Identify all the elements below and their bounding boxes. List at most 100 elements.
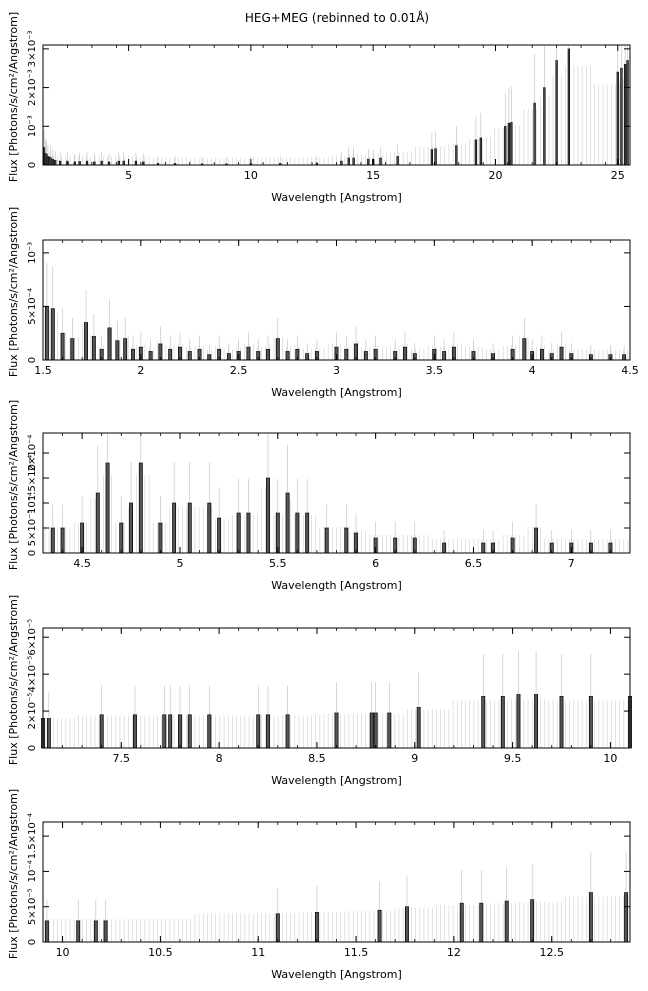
- flux-bar: [107, 327, 112, 361]
- x-tick-label: 4: [529, 364, 536, 377]
- flux-bar: [396, 156, 399, 166]
- flux-bar: [334, 712, 339, 749]
- flux-bar: [217, 517, 222, 554]
- x-tick-label: 9: [411, 752, 418, 765]
- flux-bar: [504, 125, 507, 166]
- y-tick-label: 1.5×10⁻⁴: [27, 455, 38, 501]
- y-tick-label: 10⁻³: [27, 115, 38, 137]
- y-axis-label: Flux [Photons/s/cm²/Angstrom]: [7, 400, 20, 570]
- flux-bar: [246, 512, 251, 554]
- flux-bar: [588, 892, 593, 943]
- y-axis-label: Flux [Photons/s/cm²/Angstrom]: [7, 595, 20, 765]
- flux-bar: [119, 522, 124, 554]
- chart-panel-3: 4.5 5 5.5 6 6.5 7 0 5×10⁻⁵10⁻⁴1.5×10⁻⁴2×10⁻⁴ Wav…: [7, 400, 631, 592]
- flux-bar: [207, 354, 212, 361]
- flux-bar: [504, 900, 509, 943]
- flux-bar: [430, 149, 434, 166]
- flux-bar: [285, 492, 290, 554]
- flux-bar: [93, 920, 98, 943]
- y-tick-label: 0: [27, 745, 38, 751]
- plot-frame: [42, 44, 631, 166]
- flux-bar: [539, 348, 544, 361]
- flux-bar: [70, 338, 75, 361]
- flux-bar: [367, 158, 370, 166]
- y-tick-label: 2×10⁻³: [27, 69, 38, 106]
- flux-bar: [543, 87, 546, 166]
- flux-bar: [60, 332, 65, 361]
- flux-bar: [455, 145, 458, 166]
- chart-panel-1: 5 10 15 20 25 0 10⁻³ 2×10⁻³ 3×10⁻³ Wavelength [An…: [7, 12, 631, 204]
- y-tick-label: 6×10⁻⁵: [27, 619, 38, 656]
- flux-bar: [305, 353, 310, 361]
- flux-bar: [344, 348, 349, 361]
- flux-bar: [363, 351, 368, 361]
- flux-bar: [479, 137, 482, 166]
- flux-bar: [60, 527, 65, 554]
- flux-bar: [103, 920, 108, 943]
- y-tick-label: 3×10⁻³: [27, 30, 38, 67]
- x-tick-label: 10.5: [148, 946, 173, 959]
- flux-bar: [187, 351, 192, 361]
- flux-bar: [131, 348, 135, 361]
- figure-title: HEG+MEG (rebinned to 0.01Å): [245, 10, 429, 25]
- flux-bar: [459, 902, 464, 943]
- flux-bar: [404, 906, 409, 943]
- y-tick-label: 10⁻⁴: [27, 492, 38, 514]
- x-tick-label: 4.5: [621, 364, 639, 377]
- flux-bar: [117, 160, 120, 166]
- error-bars: [44, 896, 629, 942]
- flux-bar: [178, 714, 182, 749]
- flux-bar: [324, 527, 329, 554]
- flux-bar: [123, 338, 128, 361]
- flux-bar: [115, 340, 120, 361]
- flux-bar: [266, 714, 270, 749]
- flux-bar: [105, 462, 110, 554]
- flux-bar: [46, 718, 51, 749]
- x-tick-label: 8.5: [308, 752, 326, 765]
- flux-bar: [78, 161, 81, 166]
- y-tick-label: 5×10⁻⁵: [27, 888, 38, 925]
- flux-bar: [138, 462, 143, 554]
- flux-bar: [481, 542, 486, 554]
- flux-bar: [305, 512, 310, 554]
- y-tick-label: 0: [27, 357, 38, 363]
- x-tick-label: 11: [251, 946, 265, 959]
- flux-bar: [207, 714, 212, 749]
- flux-bar: [46, 156, 50, 166]
- flux-bar: [442, 542, 447, 554]
- flux-bar: [76, 920, 81, 943]
- x-tick-label: 8: [216, 752, 223, 765]
- flux-bar: [226, 353, 231, 361]
- flux-bar: [51, 158, 54, 166]
- flux-bar: [100, 160, 103, 166]
- flux-bar: [474, 139, 478, 166]
- x-axis-label: Wavelength [Angstrom]: [271, 579, 402, 592]
- flux-bar: [626, 60, 629, 166]
- x-tick-label: 12: [447, 946, 461, 959]
- x-axis-label: Wavelength [Angstrom]: [271, 386, 402, 399]
- flux-bar: [567, 48, 571, 166]
- flux-bar: [44, 306, 49, 361]
- x-tick-label: 25: [611, 169, 625, 182]
- flux-bar: [377, 909, 382, 943]
- y-tick-label: 2×10⁻⁴: [27, 435, 38, 472]
- flux-bar: [162, 714, 167, 749]
- flux-bar: [275, 338, 280, 361]
- flux-bar: [434, 148, 437, 166]
- flux-bar: [44, 920, 49, 943]
- flux-bar: [559, 695, 564, 749]
- flux-bar: [559, 346, 564, 361]
- y-axis-label: Flux [Photons/s/cm²/Angstrom]: [7, 789, 20, 959]
- flux-bar: [129, 502, 133, 554]
- chart-panel-4: 7.5 8 8.5 9 9.5 10 0 2×10⁻⁵4×10⁻⁵6×10⁻⁵ Waveleng…: [7, 595, 632, 787]
- flux-bar: [379, 157, 382, 166]
- x-axis-label: Wavelength [Angstrom]: [271, 774, 402, 787]
- flux-bar: [49, 156, 52, 166]
- flux-bar: [442, 351, 447, 361]
- flux-bar: [516, 694, 521, 749]
- y-tick-label: 10⁻⁴: [27, 860, 38, 882]
- flux-bar: [85, 160, 89, 166]
- flux-bar: [187, 714, 192, 749]
- flux-bar: [122, 160, 125, 166]
